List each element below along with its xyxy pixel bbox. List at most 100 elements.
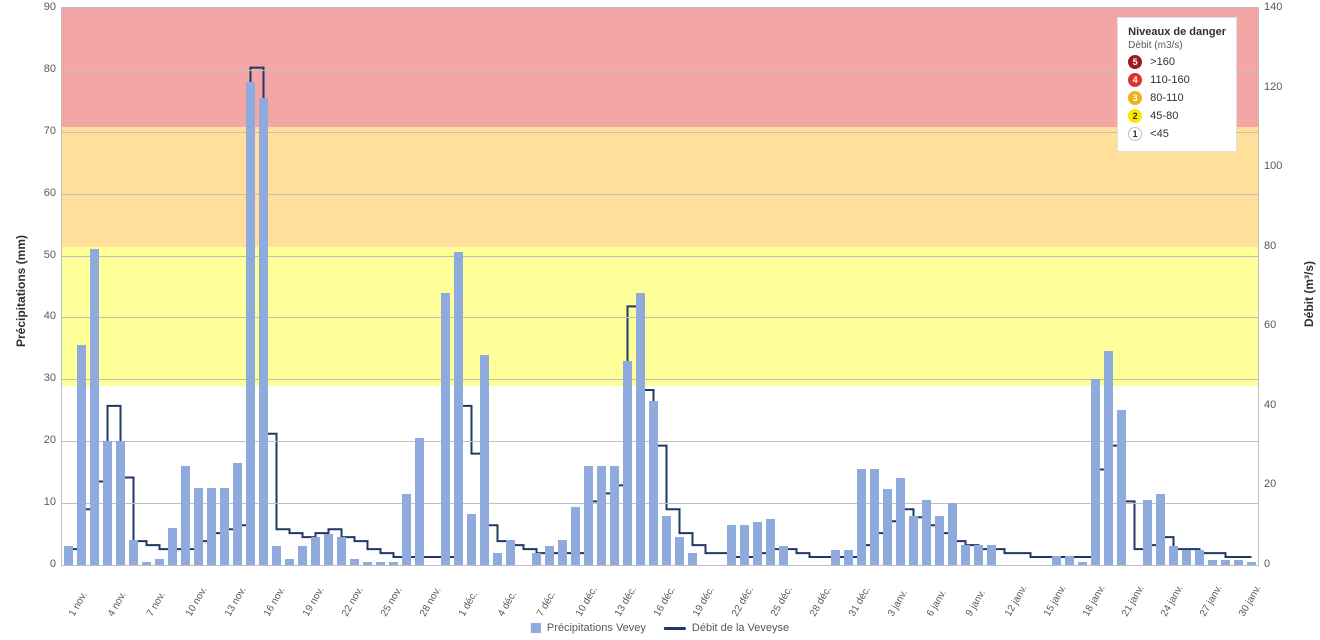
precip-bar <box>311 537 319 565</box>
precip-bar <box>935 516 943 566</box>
precip-bar <box>337 537 345 565</box>
danger-level-row: 4 110-160 <box>1128 73 1226 87</box>
ytick-left: 40 <box>32 310 56 322</box>
ytick-right: 0 <box>1264 558 1270 570</box>
plot-area <box>62 8 1258 565</box>
precip-bar <box>545 546 553 565</box>
precip-bar <box>480 355 488 565</box>
precip-bar <box>922 500 930 565</box>
xtick: 10 nov. <box>184 585 210 618</box>
gridline <box>62 132 1258 133</box>
xtick: 24 janv. <box>1159 583 1186 618</box>
precip-bar <box>844 550 852 565</box>
precip-bar <box>571 507 579 565</box>
xtick: 21 janv. <box>1120 583 1147 618</box>
y-axis-left-label: Précipitations (mm) <box>14 234 28 346</box>
line-swatch-icon <box>664 627 686 630</box>
precip-bar <box>155 559 163 565</box>
precip-bar <box>493 553 501 565</box>
ytick-left: 70 <box>32 125 56 137</box>
gridline <box>62 256 1258 257</box>
ytick-left: 80 <box>32 63 56 75</box>
danger-level-text: 45-80 <box>1150 110 1178 122</box>
ytick-left: 20 <box>32 434 56 446</box>
precip-bar <box>948 503 956 565</box>
xtick: 4 déc. <box>496 589 519 618</box>
gridline <box>62 317 1258 318</box>
precip-bar <box>1078 562 1086 565</box>
precip-bar <box>506 540 514 565</box>
xtick: 27 janv. <box>1198 583 1225 618</box>
precip-bar <box>389 562 397 565</box>
danger-level-text: 110-160 <box>1150 74 1190 86</box>
xtick: 1 déc. <box>457 589 480 618</box>
ytick-left: 90 <box>32 1 56 13</box>
precip-bar <box>1247 562 1255 565</box>
danger-level-text: <45 <box>1150 128 1169 140</box>
xtick: 19 déc. <box>691 585 717 619</box>
xtick: 28 nov. <box>418 585 444 618</box>
precip-bar <box>207 488 215 565</box>
precip-bar <box>883 489 891 565</box>
precip-bar <box>974 545 982 565</box>
danger-legend-title: Niveaux de danger <box>1128 26 1226 38</box>
precip-bar <box>610 466 618 565</box>
precip-bar <box>909 516 917 566</box>
xtick: 31 déc. <box>847 585 873 619</box>
danger-level-text: >160 <box>1150 56 1175 68</box>
xtick: 15 janv. <box>1042 583 1069 618</box>
ytick-right: 60 <box>1264 319 1276 331</box>
precip-bar <box>636 293 644 565</box>
gridline <box>62 379 1258 380</box>
precip-bar <box>779 546 787 565</box>
precip-bar <box>766 519 774 565</box>
precip-bar <box>415 438 423 565</box>
precip-bar <box>402 494 410 565</box>
chart-container: Précipitations (mm) Débit (m³/s) Précipi… <box>0 0 1320 640</box>
precip-bar <box>441 293 449 565</box>
danger-legend-subtitle: Débit (m3/s) <box>1128 40 1226 51</box>
xtick: 13 nov. <box>223 585 249 618</box>
precip-bar <box>103 441 111 565</box>
legend-label: Débit de la Veveyse <box>692 622 789 634</box>
precip-bar <box>116 441 124 565</box>
level-badge-icon: 4 <box>1128 73 1142 87</box>
ytick-right: 140 <box>1264 1 1282 13</box>
precip-bar <box>727 525 735 565</box>
precip-bar <box>623 361 631 565</box>
legend-item-bars: Précipitations Vevey <box>531 622 646 634</box>
precip-bar <box>77 345 85 565</box>
precip-bar <box>532 553 540 565</box>
precip-bar <box>831 550 839 565</box>
precip-bar <box>740 525 748 565</box>
precip-bar <box>896 478 904 565</box>
precip-bar <box>259 98 267 565</box>
precip-bar <box>1143 500 1151 565</box>
precip-bar <box>1169 546 1177 565</box>
level-badge-icon: 2 <box>1128 109 1142 123</box>
xtick: 30 janv. <box>1237 583 1264 618</box>
ytick-right: 40 <box>1264 399 1276 411</box>
precip-bar <box>246 82 254 565</box>
xtick: 4 nov. <box>106 590 129 618</box>
precip-bar <box>194 488 202 565</box>
precip-bar <box>350 559 358 565</box>
precip-bar <box>285 559 293 565</box>
xtick: 28 déc. <box>808 585 834 619</box>
danger-level-row: 2 45-80 <box>1128 109 1226 123</box>
xtick: 25 déc. <box>769 585 795 619</box>
legend-main: Précipitations Vevey Débit de la Veveyse <box>531 622 789 634</box>
ytick-right: 20 <box>1264 478 1276 490</box>
precip-bar <box>1234 560 1242 565</box>
xtick: 16 déc. <box>652 585 678 619</box>
precip-bar <box>363 562 371 565</box>
precip-bar <box>233 463 241 565</box>
xtick: 19 nov. <box>301 585 327 618</box>
precip-bar <box>649 401 657 565</box>
xtick: 18 janv. <box>1081 583 1108 618</box>
ytick-left: 60 <box>32 187 56 199</box>
precip-bar <box>181 466 189 565</box>
precip-bar <box>558 540 566 565</box>
precip-bar <box>662 516 670 566</box>
precip-bar <box>1052 556 1060 565</box>
